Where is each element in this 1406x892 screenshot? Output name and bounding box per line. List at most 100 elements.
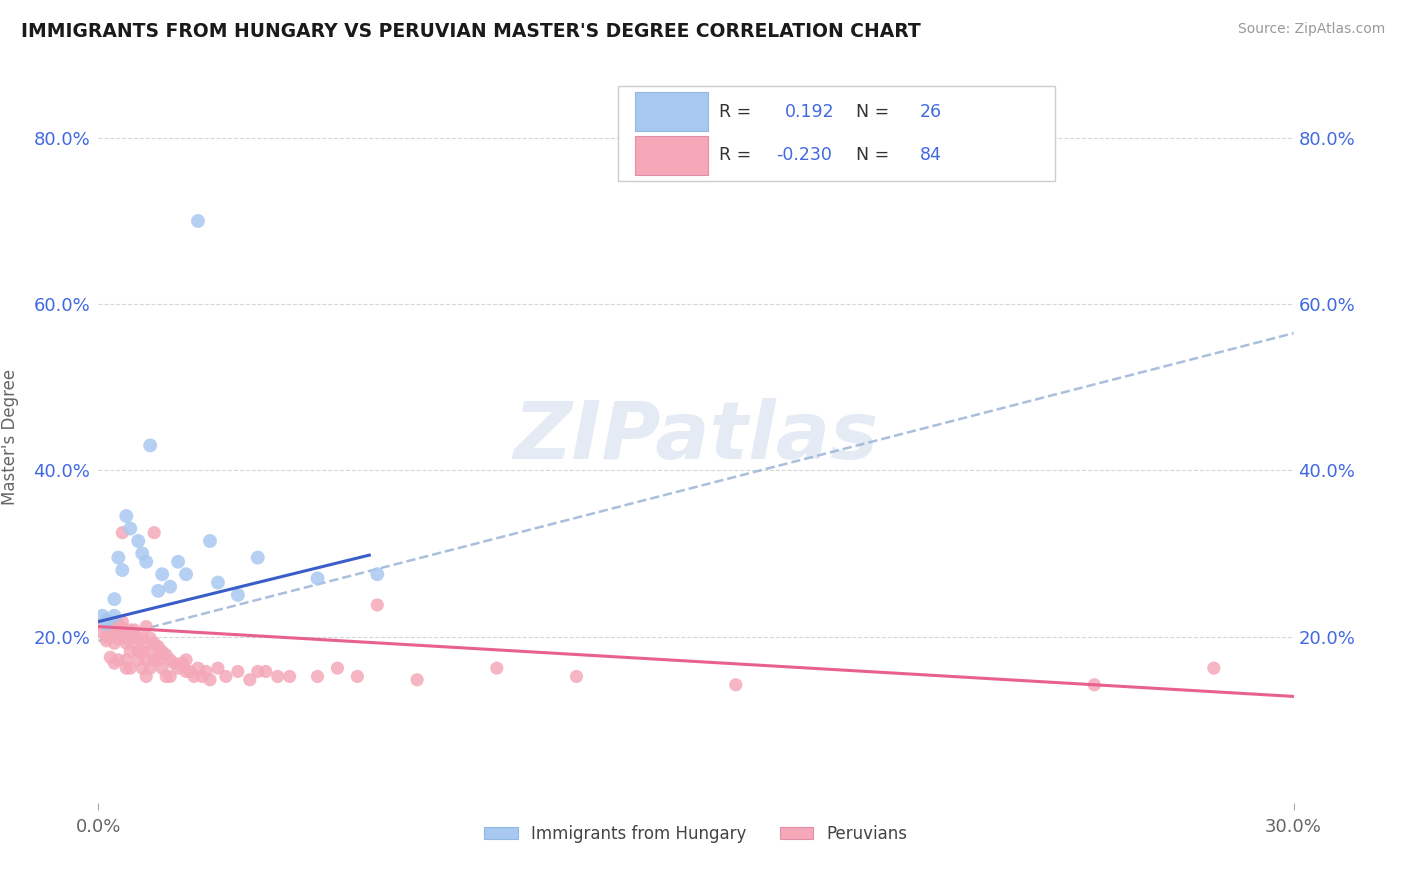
Text: 0.192: 0.192 <box>785 103 834 120</box>
Point <box>167 555 190 569</box>
Point <box>278 669 301 683</box>
Point <box>307 669 329 683</box>
Point <box>127 632 149 646</box>
Point <box>103 592 125 607</box>
Legend: Immigrants from Hungary, Peruvians: Immigrants from Hungary, Peruvians <box>478 818 914 849</box>
Point <box>246 665 269 679</box>
Text: -0.230: -0.230 <box>776 146 832 164</box>
Point <box>96 613 118 627</box>
Point <box>406 673 429 687</box>
Point <box>148 583 170 598</box>
FancyBboxPatch shape <box>619 86 1054 181</box>
Point <box>131 661 153 675</box>
Point <box>115 661 138 675</box>
Point <box>96 617 118 632</box>
Point <box>148 653 170 667</box>
Point <box>1083 678 1105 692</box>
Point <box>131 644 153 658</box>
Point <box>366 567 388 582</box>
Point <box>139 438 162 452</box>
Point <box>198 673 221 687</box>
Point <box>159 653 181 667</box>
Point <box>346 669 368 683</box>
Point <box>124 623 146 637</box>
Point <box>120 632 142 646</box>
Point <box>207 575 229 590</box>
Point <box>198 533 221 548</box>
Point <box>115 653 138 667</box>
Point <box>207 661 229 675</box>
Point <box>103 630 125 644</box>
Point <box>174 653 197 667</box>
Point <box>326 661 349 675</box>
Point <box>111 525 134 540</box>
Point <box>120 623 142 637</box>
Point <box>135 669 157 683</box>
Point <box>159 580 181 594</box>
Point <box>143 653 166 667</box>
Point <box>111 563 134 577</box>
Point <box>98 650 122 665</box>
Point <box>103 608 125 623</box>
Point <box>91 617 114 632</box>
Point <box>120 521 142 535</box>
Point <box>127 653 149 667</box>
Point <box>91 608 114 623</box>
Point <box>163 656 186 670</box>
Point <box>111 628 134 642</box>
Point <box>195 665 218 679</box>
Point <box>115 632 138 646</box>
FancyBboxPatch shape <box>636 92 709 131</box>
Point <box>91 625 114 640</box>
Point <box>135 636 157 650</box>
Y-axis label: Master's Degree: Master's Degree <box>1 369 20 505</box>
Text: ZIPatlas: ZIPatlas <box>513 398 879 476</box>
Point <box>167 661 190 675</box>
Point <box>103 621 125 635</box>
Point <box>127 533 149 548</box>
Point <box>307 571 329 585</box>
Point <box>103 636 125 650</box>
Point <box>155 669 177 683</box>
Point <box>226 665 249 679</box>
Point <box>187 214 209 228</box>
Point <box>1202 661 1225 675</box>
Point <box>139 661 162 675</box>
Point <box>143 636 166 650</box>
Point <box>98 617 122 632</box>
Point <box>174 567 197 582</box>
Point <box>111 621 134 635</box>
Point <box>98 625 122 640</box>
Text: Source: ZipAtlas.com: Source: ZipAtlas.com <box>1237 22 1385 37</box>
Point <box>111 615 134 629</box>
Point <box>267 669 290 683</box>
Point <box>155 648 177 662</box>
Text: 84: 84 <box>920 146 942 164</box>
Point <box>143 525 166 540</box>
Point <box>135 555 157 569</box>
Point <box>96 613 118 627</box>
Point <box>239 673 262 687</box>
Text: N =: N = <box>856 103 894 120</box>
Point <box>150 661 173 675</box>
Point <box>107 632 129 646</box>
Point <box>96 633 118 648</box>
Point <box>127 644 149 658</box>
Point <box>131 632 153 646</box>
Text: IMMIGRANTS FROM HUNGARY VS PERUVIAN MASTER'S DEGREE CORRELATION CHART: IMMIGRANTS FROM HUNGARY VS PERUVIAN MAST… <box>21 22 921 41</box>
Point <box>148 640 170 654</box>
Point <box>135 653 157 667</box>
Point <box>150 567 173 582</box>
Point <box>107 623 129 637</box>
Point <box>103 656 125 670</box>
Point <box>215 669 238 683</box>
Point <box>187 661 209 675</box>
Point <box>179 665 201 679</box>
Text: 26: 26 <box>920 103 942 120</box>
Point <box>107 550 129 565</box>
Point <box>191 669 214 683</box>
Point <box>226 588 249 602</box>
Point <box>172 656 194 670</box>
Point <box>139 632 162 646</box>
Point <box>174 665 197 679</box>
